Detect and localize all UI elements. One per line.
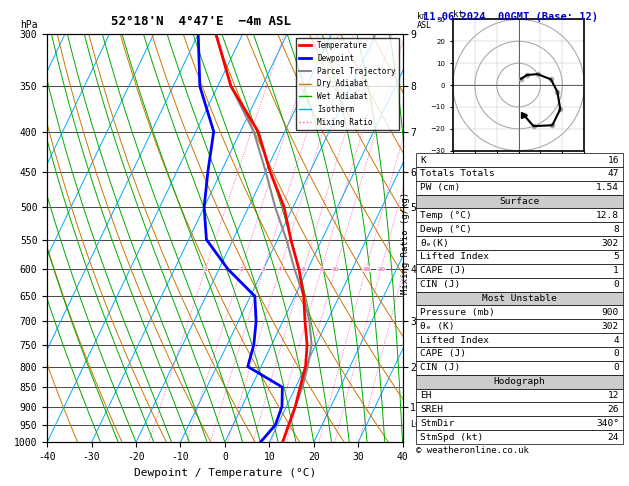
Text: StmSpd (kt): StmSpd (kt) [420, 433, 484, 442]
Text: 52°18'N  4°47'E  −4m ASL: 52°18'N 4°47'E −4m ASL [111, 15, 291, 28]
Text: 16: 16 [608, 156, 619, 165]
Text: km
ASL: km ASL [417, 12, 431, 30]
Text: 0: 0 [613, 349, 619, 359]
Text: StmDir: StmDir [420, 418, 455, 428]
Text: 900: 900 [602, 308, 619, 317]
Text: CIN (J): CIN (J) [420, 280, 460, 289]
Text: 1.54: 1.54 [596, 183, 619, 192]
Text: Temp (°C): Temp (°C) [420, 211, 472, 220]
Text: K: K [420, 156, 426, 165]
Text: CIN (J): CIN (J) [420, 363, 460, 372]
Text: SREH: SREH [420, 405, 443, 414]
Text: θₑ (K): θₑ (K) [420, 322, 455, 331]
X-axis label: Dewpoint / Temperature (°C): Dewpoint / Temperature (°C) [134, 468, 316, 478]
Text: Mixing Ratio (g/kg): Mixing Ratio (g/kg) [401, 192, 410, 294]
Text: 1: 1 [613, 266, 619, 276]
Text: 4: 4 [613, 335, 619, 345]
Text: EH: EH [420, 391, 431, 400]
Text: 4: 4 [278, 266, 282, 272]
Text: Dewp (°C): Dewp (°C) [420, 225, 472, 234]
Text: Lifted Index: Lifted Index [420, 252, 489, 261]
Text: 10: 10 [331, 266, 340, 272]
Text: 12: 12 [608, 391, 619, 400]
Text: 302: 302 [602, 322, 619, 331]
Text: 26: 26 [608, 405, 619, 414]
Text: 0: 0 [613, 280, 619, 289]
Legend: Temperature, Dewpoint, Parcel Trajectory, Dry Adiabat, Wet Adiabat, Isotherm, Mi: Temperature, Dewpoint, Parcel Trajectory… [296, 38, 399, 130]
Text: 1: 1 [204, 266, 208, 272]
Text: 5: 5 [613, 252, 619, 261]
Text: 47: 47 [608, 169, 619, 178]
Text: LCL: LCL [409, 420, 425, 429]
Text: 20: 20 [377, 266, 385, 272]
Text: 0: 0 [613, 363, 619, 372]
Text: 302: 302 [602, 239, 619, 248]
Text: PW (cm): PW (cm) [420, 183, 460, 192]
Text: 8: 8 [320, 266, 323, 272]
Text: 2: 2 [240, 266, 243, 272]
Text: Totals Totals: Totals Totals [420, 169, 495, 178]
Text: Pressure (mb): Pressure (mb) [420, 308, 495, 317]
Text: 3: 3 [262, 266, 266, 272]
Text: CAPE (J): CAPE (J) [420, 349, 466, 359]
Text: Surface: Surface [499, 197, 540, 206]
Text: 6: 6 [302, 266, 306, 272]
Text: 8: 8 [613, 225, 619, 234]
Text: Hodograph: Hodograph [494, 377, 545, 386]
Text: 16: 16 [362, 266, 370, 272]
Text: 340°: 340° [596, 418, 619, 428]
Text: θₑ(K): θₑ(K) [420, 239, 449, 248]
Text: 24: 24 [608, 433, 619, 442]
Text: 11.06.2024  00GMT (Base: 12): 11.06.2024 00GMT (Base: 12) [423, 12, 598, 22]
Text: Lifted Index: Lifted Index [420, 335, 489, 345]
Text: © weatheronline.co.uk: © weatheronline.co.uk [416, 446, 529, 455]
Text: Most Unstable: Most Unstable [482, 294, 557, 303]
Text: 12.8: 12.8 [596, 211, 619, 220]
Text: CAPE (J): CAPE (J) [420, 266, 466, 276]
Text: hPa: hPa [21, 20, 38, 30]
Text: kt: kt [453, 10, 464, 19]
